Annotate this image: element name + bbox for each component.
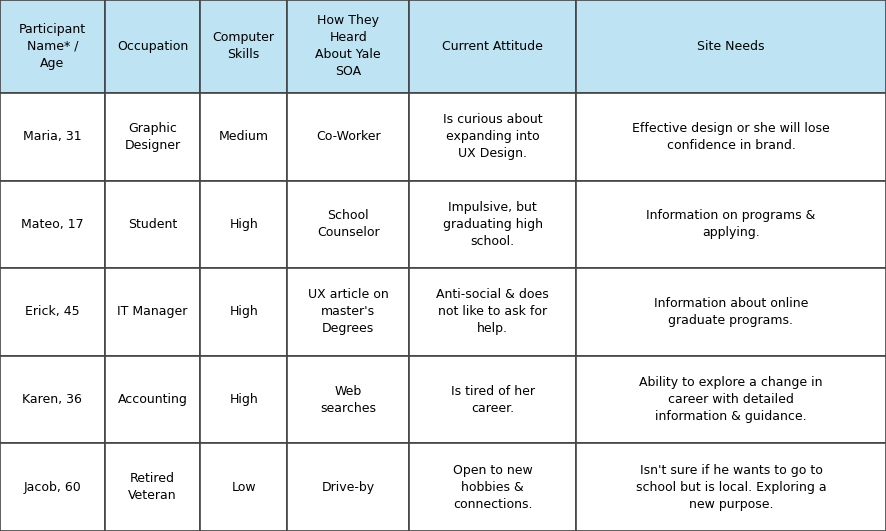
Bar: [0, 268, 105, 356]
Text: Student: Student: [128, 218, 177, 231]
Text: Current Attitude: Current Attitude: [442, 40, 543, 53]
Bar: [409, 0, 576, 93]
Text: Open to new
hobbies &
connections.: Open to new hobbies & connections.: [453, 464, 532, 511]
Text: Erick, 45: Erick, 45: [25, 305, 80, 319]
Bar: [409, 93, 576, 181]
Bar: [0, 443, 105, 531]
Bar: [576, 268, 886, 356]
Text: School
Counselor: School Counselor: [317, 209, 379, 239]
Text: Ability to explore a change in
career with detailed
information & guidance.: Ability to explore a change in career wi…: [639, 376, 823, 423]
Text: Site Needs: Site Needs: [697, 40, 765, 53]
Text: Web
searches: Web searches: [320, 384, 377, 415]
Bar: [105, 443, 200, 531]
Bar: [0, 93, 105, 181]
Bar: [200, 443, 287, 531]
Text: Participant
Name* /
Age: Participant Name* / Age: [19, 23, 86, 70]
Bar: [409, 443, 576, 531]
Text: Karen, 36: Karen, 36: [22, 393, 82, 406]
Bar: [409, 268, 576, 356]
Text: High: High: [229, 393, 258, 406]
Text: Is tired of her
career.: Is tired of her career.: [451, 384, 534, 415]
Bar: [105, 181, 200, 268]
Text: Low: Low: [231, 481, 256, 494]
Text: Anti-social & does
not like to ask for
help.: Anti-social & does not like to ask for h…: [436, 288, 549, 336]
Text: High: High: [229, 305, 258, 319]
Bar: [0, 0, 105, 93]
Bar: [576, 181, 886, 268]
Text: Retired
Veteran: Retired Veteran: [128, 472, 176, 502]
Bar: [105, 356, 200, 443]
Text: Information about online
graduate programs.: Information about online graduate progra…: [654, 297, 808, 327]
Text: IT Manager: IT Manager: [117, 305, 188, 319]
Text: Information on programs &
applying.: Information on programs & applying.: [646, 209, 816, 239]
Text: Mateo, 17: Mateo, 17: [21, 218, 83, 231]
Bar: [0, 356, 105, 443]
Bar: [576, 93, 886, 181]
Text: Accounting: Accounting: [118, 393, 187, 406]
Bar: [200, 93, 287, 181]
Bar: [409, 181, 576, 268]
Text: How They
Heard
About Yale
SOA: How They Heard About Yale SOA: [315, 14, 381, 79]
Text: Is curious about
expanding into
UX Design.: Is curious about expanding into UX Desig…: [443, 113, 542, 160]
Text: Impulsive, but
graduating high
school.: Impulsive, but graduating high school.: [443, 201, 542, 248]
Text: Isn't sure if he wants to go to
school but is local. Exploring a
new purpose.: Isn't sure if he wants to go to school b…: [635, 464, 827, 511]
Bar: [287, 268, 409, 356]
Bar: [200, 181, 287, 268]
Bar: [287, 93, 409, 181]
Text: Graphic
Designer: Graphic Designer: [124, 122, 181, 152]
Text: Maria, 31: Maria, 31: [23, 130, 82, 143]
Bar: [105, 268, 200, 356]
Bar: [200, 356, 287, 443]
Bar: [287, 356, 409, 443]
Text: Drive-by: Drive-by: [322, 481, 375, 494]
Bar: [105, 0, 200, 93]
Text: Effective design or she will lose
confidence in brand.: Effective design or she will lose confid…: [632, 122, 830, 152]
Bar: [576, 443, 886, 531]
Bar: [200, 0, 287, 93]
Text: Jacob, 60: Jacob, 60: [23, 481, 82, 494]
Bar: [576, 356, 886, 443]
Text: Medium: Medium: [219, 130, 268, 143]
Bar: [409, 356, 576, 443]
Bar: [287, 0, 409, 93]
Text: Computer
Skills: Computer Skills: [213, 31, 275, 62]
Text: UX article on
master's
Degrees: UX article on master's Degrees: [307, 288, 389, 336]
Bar: [105, 93, 200, 181]
Text: Occupation: Occupation: [117, 40, 188, 53]
Bar: [576, 0, 886, 93]
Bar: [287, 443, 409, 531]
Bar: [200, 268, 287, 356]
Bar: [0, 181, 105, 268]
Text: High: High: [229, 218, 258, 231]
Text: Co-Worker: Co-Worker: [316, 130, 380, 143]
Bar: [287, 181, 409, 268]
